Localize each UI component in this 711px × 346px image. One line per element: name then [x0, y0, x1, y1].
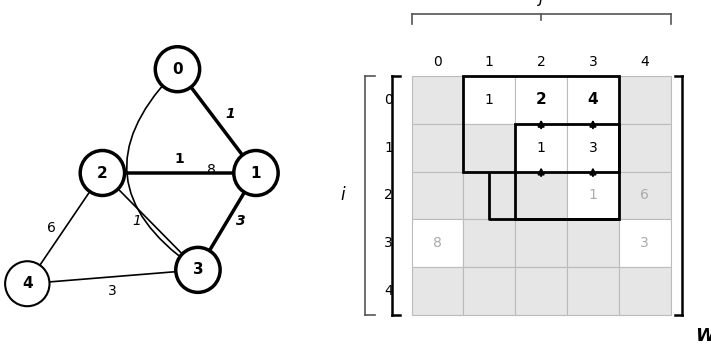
Text: 1: 1	[589, 189, 597, 202]
Text: 8: 8	[207, 163, 216, 176]
Text: 1: 1	[174, 152, 184, 166]
Text: 4: 4	[384, 284, 393, 298]
Bar	[515, 172, 567, 219]
Bar	[515, 124, 619, 219]
Text: 1: 1	[251, 165, 261, 181]
Text: 6: 6	[641, 189, 649, 202]
Text: 2: 2	[97, 165, 108, 181]
Bar	[464, 267, 515, 315]
Text: 1: 1	[225, 107, 235, 121]
Bar	[515, 76, 567, 124]
Circle shape	[234, 151, 278, 195]
Text: 3: 3	[108, 284, 117, 298]
Bar	[567, 172, 619, 219]
Text: 4: 4	[641, 55, 649, 69]
Text: W: W	[695, 327, 711, 345]
Text: 4: 4	[587, 92, 598, 108]
Text: 6: 6	[47, 221, 55, 235]
Text: 3: 3	[589, 55, 597, 69]
Text: 3: 3	[193, 262, 203, 277]
Bar	[619, 267, 670, 315]
Bar	[412, 124, 464, 172]
Text: i: i	[340, 186, 345, 204]
Text: 2: 2	[384, 189, 393, 202]
Text: 3: 3	[641, 236, 649, 250]
Text: 1: 1	[537, 141, 545, 155]
Text: 1: 1	[485, 55, 493, 69]
Bar	[619, 172, 670, 219]
Bar	[619, 76, 670, 124]
Circle shape	[155, 47, 200, 92]
Text: 1: 1	[384, 141, 393, 155]
Text: 4: 4	[22, 276, 33, 291]
Text: 3: 3	[384, 236, 393, 250]
Bar	[412, 172, 464, 219]
Bar	[515, 219, 567, 267]
Bar	[515, 267, 567, 315]
Text: 0: 0	[172, 62, 183, 77]
Circle shape	[80, 151, 124, 195]
Text: 0: 0	[433, 55, 442, 69]
Bar	[464, 172, 515, 219]
Text: 1: 1	[132, 215, 141, 228]
Bar	[464, 219, 515, 267]
Bar	[464, 76, 619, 172]
Bar	[464, 76, 515, 124]
Text: 2: 2	[537, 55, 545, 69]
Bar	[619, 124, 670, 172]
Text: 8: 8	[433, 236, 442, 250]
Text: 3: 3	[236, 215, 245, 228]
Circle shape	[5, 261, 50, 306]
Text: 2: 2	[535, 92, 547, 108]
Bar	[464, 124, 515, 172]
Bar	[412, 76, 464, 124]
Circle shape	[176, 247, 220, 292]
Bar	[619, 219, 670, 267]
Text: 1: 1	[485, 93, 493, 107]
Bar	[567, 124, 619, 172]
Text: 0: 0	[384, 93, 393, 107]
Bar	[412, 219, 464, 267]
Text: 3: 3	[589, 141, 597, 155]
Bar	[567, 267, 619, 315]
Bar	[567, 76, 619, 124]
Text: j: j	[539, 0, 543, 6]
Bar	[515, 124, 567, 172]
Bar	[567, 219, 619, 267]
Bar	[412, 267, 464, 315]
